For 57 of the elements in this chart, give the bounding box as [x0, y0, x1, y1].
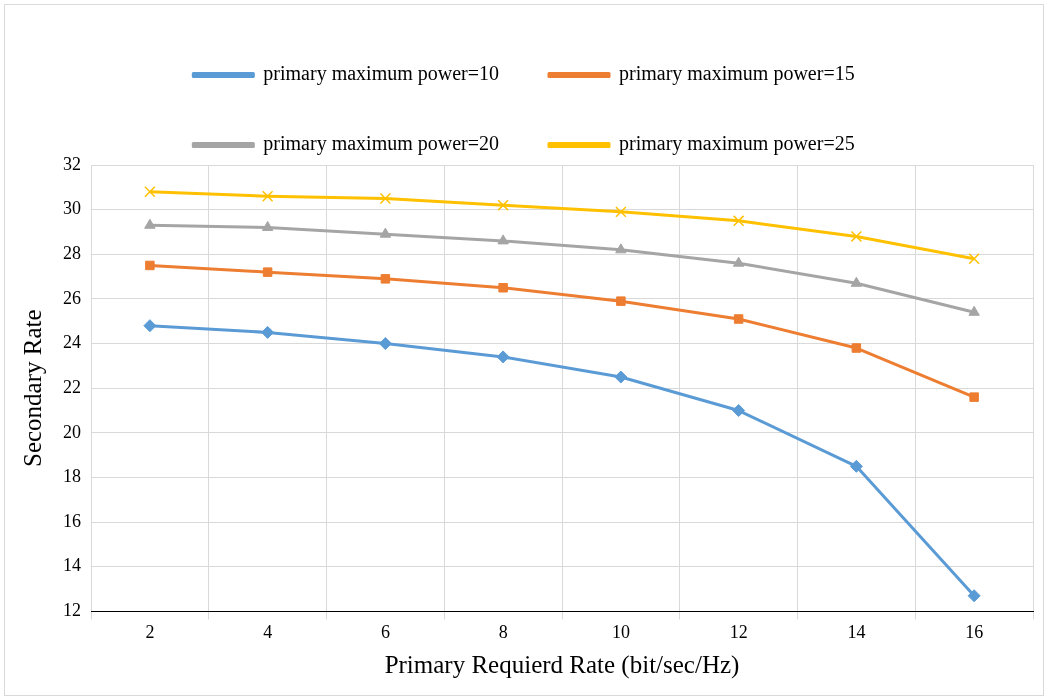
x-tick-label: 14 — [847, 621, 866, 642]
point — [379, 227, 392, 238]
point — [849, 459, 863, 473]
point — [967, 589, 981, 603]
y-tick-label: 14 — [63, 555, 81, 576]
y-axis-title: Secondary Rate — [18, 309, 46, 467]
point — [380, 274, 391, 284]
point — [498, 283, 508, 293]
x-tick-label: 4 — [263, 621, 273, 642]
point — [262, 267, 273, 277]
point — [497, 199, 509, 211]
point — [144, 186, 156, 198]
point — [261, 190, 274, 202]
y-tick-label: 16 — [63, 510, 81, 531]
point — [614, 370, 628, 384]
x-tick-label: 8 — [498, 621, 508, 642]
y-tick-label: 18 — [63, 466, 81, 487]
point — [732, 256, 745, 267]
legend-label: primary maximum power=25 — [619, 132, 855, 156]
y-tick-label: 24 — [63, 332, 81, 353]
point — [496, 350, 510, 364]
legend-label: primary maximum power=10 — [263, 62, 500, 86]
y-tick-label: 32 — [63, 153, 81, 174]
x-tick-label: 12 — [729, 621, 748, 642]
point — [969, 392, 979, 402]
x-tick-label: 2 — [145, 621, 155, 642]
point — [497, 234, 509, 245]
legend-label: primary maximum power=20 — [263, 132, 500, 156]
y-tick-label: 22 — [63, 376, 81, 397]
point — [261, 221, 274, 231]
legend-label: primary maximum power=15 — [619, 62, 855, 86]
point — [850, 276, 863, 287]
point — [378, 337, 392, 351]
point — [615, 206, 627, 218]
point — [968, 305, 980, 316]
x-tick-label: 6 — [380, 621, 390, 642]
point — [732, 215, 745, 227]
point — [143, 319, 157, 333]
y-tick-label: 26 — [63, 287, 81, 308]
point — [851, 343, 862, 353]
point — [616, 296, 626, 306]
point — [968, 253, 980, 265]
point — [261, 325, 275, 339]
y-tick-label: 12 — [63, 600, 81, 621]
point — [379, 192, 392, 205]
point — [732, 404, 746, 418]
point — [145, 260, 155, 271]
y-tick-label: 30 — [63, 198, 81, 219]
x-axis-title: Primary Requierd Rate (bit/sec/Hz) — [384, 650, 740, 679]
x-tick-label: 10 — [611, 621, 630, 642]
y-tick-label: 20 — [63, 421, 81, 442]
point — [733, 314, 744, 324]
point — [615, 243, 627, 254]
point — [850, 230, 863, 243]
x-tick-label: 16 — [965, 621, 984, 642]
point — [144, 218, 156, 229]
y-tick-label: 28 — [63, 243, 81, 264]
